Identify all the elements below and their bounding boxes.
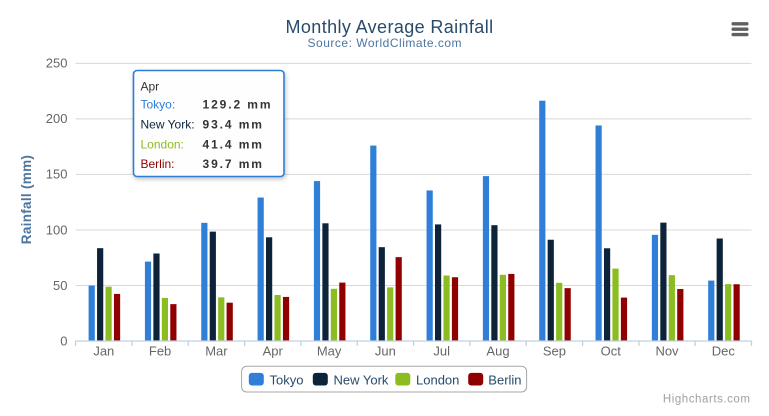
svg-text:Jul: Jul bbox=[433, 344, 450, 359]
svg-text:Highcharts.com: Highcharts.com bbox=[663, 394, 751, 406]
svg-text:39.7 mm: 39.7 mm bbox=[203, 157, 264, 171]
svg-text:Feb: Feb bbox=[149, 344, 171, 359]
svg-text:0: 0 bbox=[60, 333, 67, 348]
svg-text:Aug: Aug bbox=[486, 344, 509, 359]
svg-text:Tokyo:: Tokyo: bbox=[141, 97, 176, 111]
svg-text:Berlin:: Berlin: bbox=[141, 157, 175, 171]
svg-text:Sep: Sep bbox=[543, 344, 566, 359]
svg-text:50: 50 bbox=[53, 278, 67, 293]
svg-text:May: May bbox=[317, 344, 342, 359]
svg-text:Jun: Jun bbox=[375, 344, 396, 359]
svg-text:93.4 mm: 93.4 mm bbox=[203, 117, 264, 131]
svg-text:Apr: Apr bbox=[141, 80, 160, 94]
svg-text:London: London bbox=[416, 373, 459, 388]
svg-text:London:: London: bbox=[141, 137, 184, 151]
svg-text:Monthly Average Rainfall: Monthly Average Rainfall bbox=[286, 17, 494, 37]
svg-text:150: 150 bbox=[46, 167, 68, 182]
svg-text:129.2 mm: 129.2 mm bbox=[203, 97, 273, 111]
svg-text:Mar: Mar bbox=[205, 344, 228, 359]
svg-text:100: 100 bbox=[46, 222, 68, 237]
svg-text:Rainfall (mm): Rainfall (mm) bbox=[19, 155, 34, 244]
svg-text:41.4 mm: 41.4 mm bbox=[203, 137, 264, 151]
svg-text:250: 250 bbox=[46, 56, 68, 71]
svg-text:Nov: Nov bbox=[655, 344, 679, 359]
svg-text:Source: WorldClimate.com: Source: WorldClimate.com bbox=[308, 36, 463, 50]
svg-text:New York:: New York: bbox=[141, 117, 195, 131]
svg-text:Tokyo: Tokyo bbox=[270, 373, 304, 388]
svg-text:Apr: Apr bbox=[263, 344, 284, 359]
svg-text:Oct: Oct bbox=[601, 344, 622, 359]
svg-text:Jan: Jan bbox=[93, 344, 114, 359]
svg-text:200: 200 bbox=[46, 111, 68, 126]
svg-text:New York: New York bbox=[334, 373, 389, 388]
svg-text:Berlin: Berlin bbox=[488, 373, 521, 388]
svg-text:Dec: Dec bbox=[712, 344, 736, 359]
